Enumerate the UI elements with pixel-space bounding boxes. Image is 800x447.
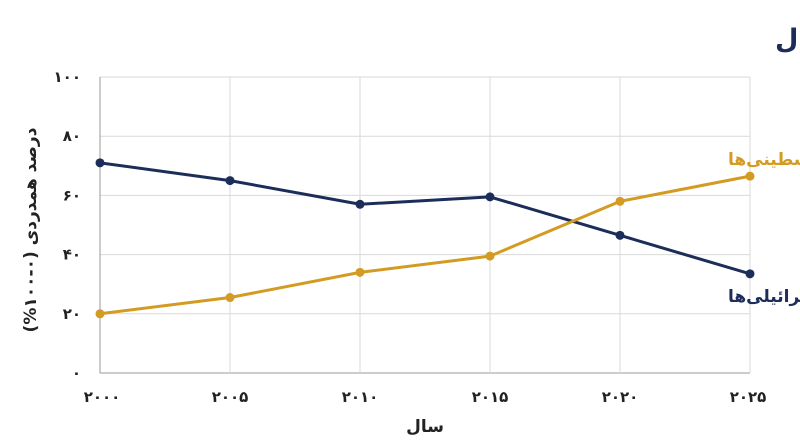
y-axis-ticks: ۰ ۲۰ ۴۰ ۶۰ ۸۰ ۱۰۰ [54,68,81,382]
data-point [745,171,755,181]
data-point [95,158,105,168]
grid [99,76,751,374]
series-line-0 [98,161,752,276]
y-axis-label: درصد همدردی (۰-۱۰۰%) [21,127,41,332]
x-axis-ticks: ۲۰۰۰ ۲۰۰۵ ۲۰۱۰ ۲۰۱۵ ۲۰۲۰ ۲۰۲۵ [84,388,767,406]
y-tick-label: ۰ [72,364,81,382]
data-point [225,293,235,303]
y-tick-label: ۱۰۰ [54,68,81,86]
x-tick-label: ۲۰۲۰ [602,388,639,406]
y-tick-label: ۲۰ [63,305,81,323]
series-label-israelis: همدردی با اسرائیلی‌ها [728,287,800,307]
data-point [485,251,495,261]
data-point [225,176,235,186]
x-tick-label: ۲۰۰۵ [212,388,249,406]
data-point [355,267,365,277]
y-tick-label: ۸۰ [63,127,81,145]
y-tick-label: ۴۰ [63,246,81,264]
x-tick-label: ۲۰۰۰ [84,388,121,406]
x-axis-label: سال [406,417,444,437]
data-point [95,309,105,319]
series-line-1 [98,174,752,316]
series [95,158,755,319]
data-point [615,196,625,206]
data-point [615,230,625,240]
data-point [745,269,755,279]
x-tick-label: ۲۰۱۰ [342,388,379,406]
x-tick-label: ۲۰۱۵ [472,388,509,406]
y-tick-label: ۶۰ [63,186,81,204]
x-tick-label: ۲۰۲۵ [730,388,767,406]
data-point [355,199,365,209]
data-point [485,192,495,202]
series-label-palestinians: همدردی با فلسطینی‌ها [728,150,800,170]
chart-title: تغییر همدردی‌های نسلی: رأی‌دهندگان زیر ۳… [775,21,800,55]
